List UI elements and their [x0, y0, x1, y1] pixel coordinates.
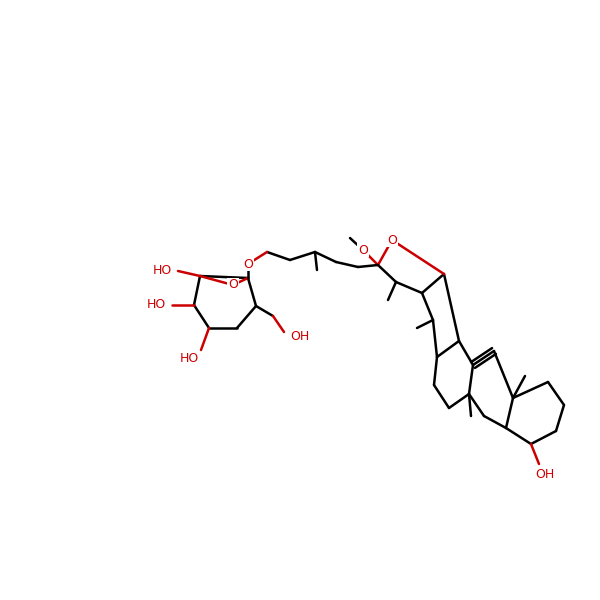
Text: HO: HO — [147, 298, 166, 311]
Text: O: O — [228, 278, 238, 292]
Text: OH: OH — [290, 329, 309, 343]
Text: O: O — [358, 244, 368, 257]
Text: HO: HO — [153, 263, 172, 277]
Text: O: O — [243, 257, 253, 271]
Text: HO: HO — [180, 352, 199, 364]
Text: OH: OH — [535, 467, 554, 481]
Text: O: O — [387, 233, 397, 247]
